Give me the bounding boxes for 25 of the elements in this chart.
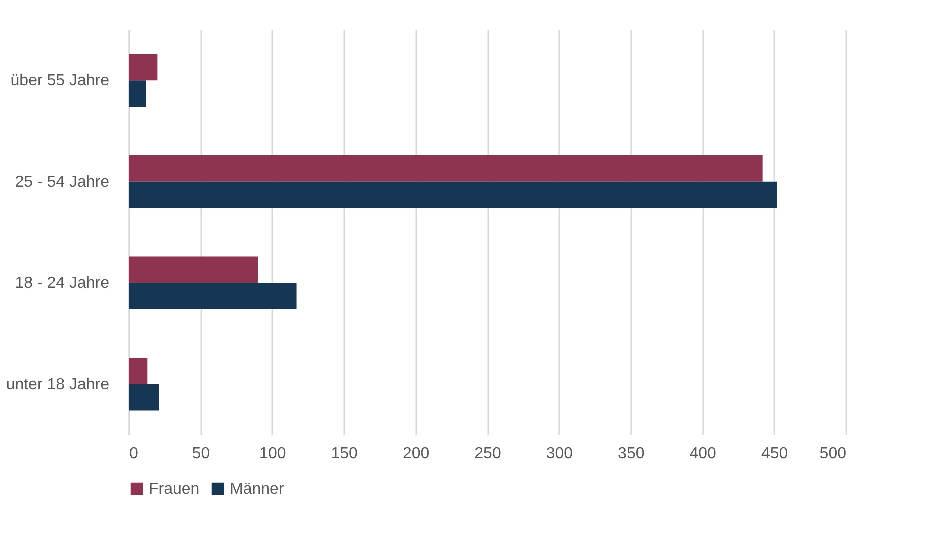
bar	[129, 358, 148, 384]
x-tick-label: 150	[331, 446, 358, 462]
legend-label: Männer	[230, 481, 285, 498]
x-tick-label: 500	[820, 446, 847, 462]
bar	[129, 80, 146, 107]
x-tick-label: 0	[130, 446, 138, 462]
y-tick-label: 25 - 54 Jahre	[15, 174, 110, 191]
x-tick-label: 400	[690, 446, 717, 462]
bar	[129, 256, 258, 284]
bar	[129, 54, 158, 81]
y-tick-label: über 55 Jahre	[10, 72, 110, 90]
x-tick-label: 350	[618, 446, 645, 462]
x-tick-label: 450	[761, 446, 788, 462]
bar	[129, 283, 297, 310]
x-tick-label: 50	[192, 446, 210, 462]
x-tick-label: 100	[260, 446, 286, 462]
bar	[129, 156, 763, 182]
y-tick-label: unter 18 Jahre	[6, 376, 110, 394]
y-tick-label: 18 - 24 Jahre	[15, 275, 110, 292]
x-tick-label: 250	[474, 446, 502, 462]
bar	[129, 384, 160, 411]
bar	[129, 182, 778, 208]
x-tick-label: 200	[402, 446, 430, 462]
x-tick-label: 300	[546, 446, 574, 462]
legend-label: Frauen	[149, 481, 200, 498]
